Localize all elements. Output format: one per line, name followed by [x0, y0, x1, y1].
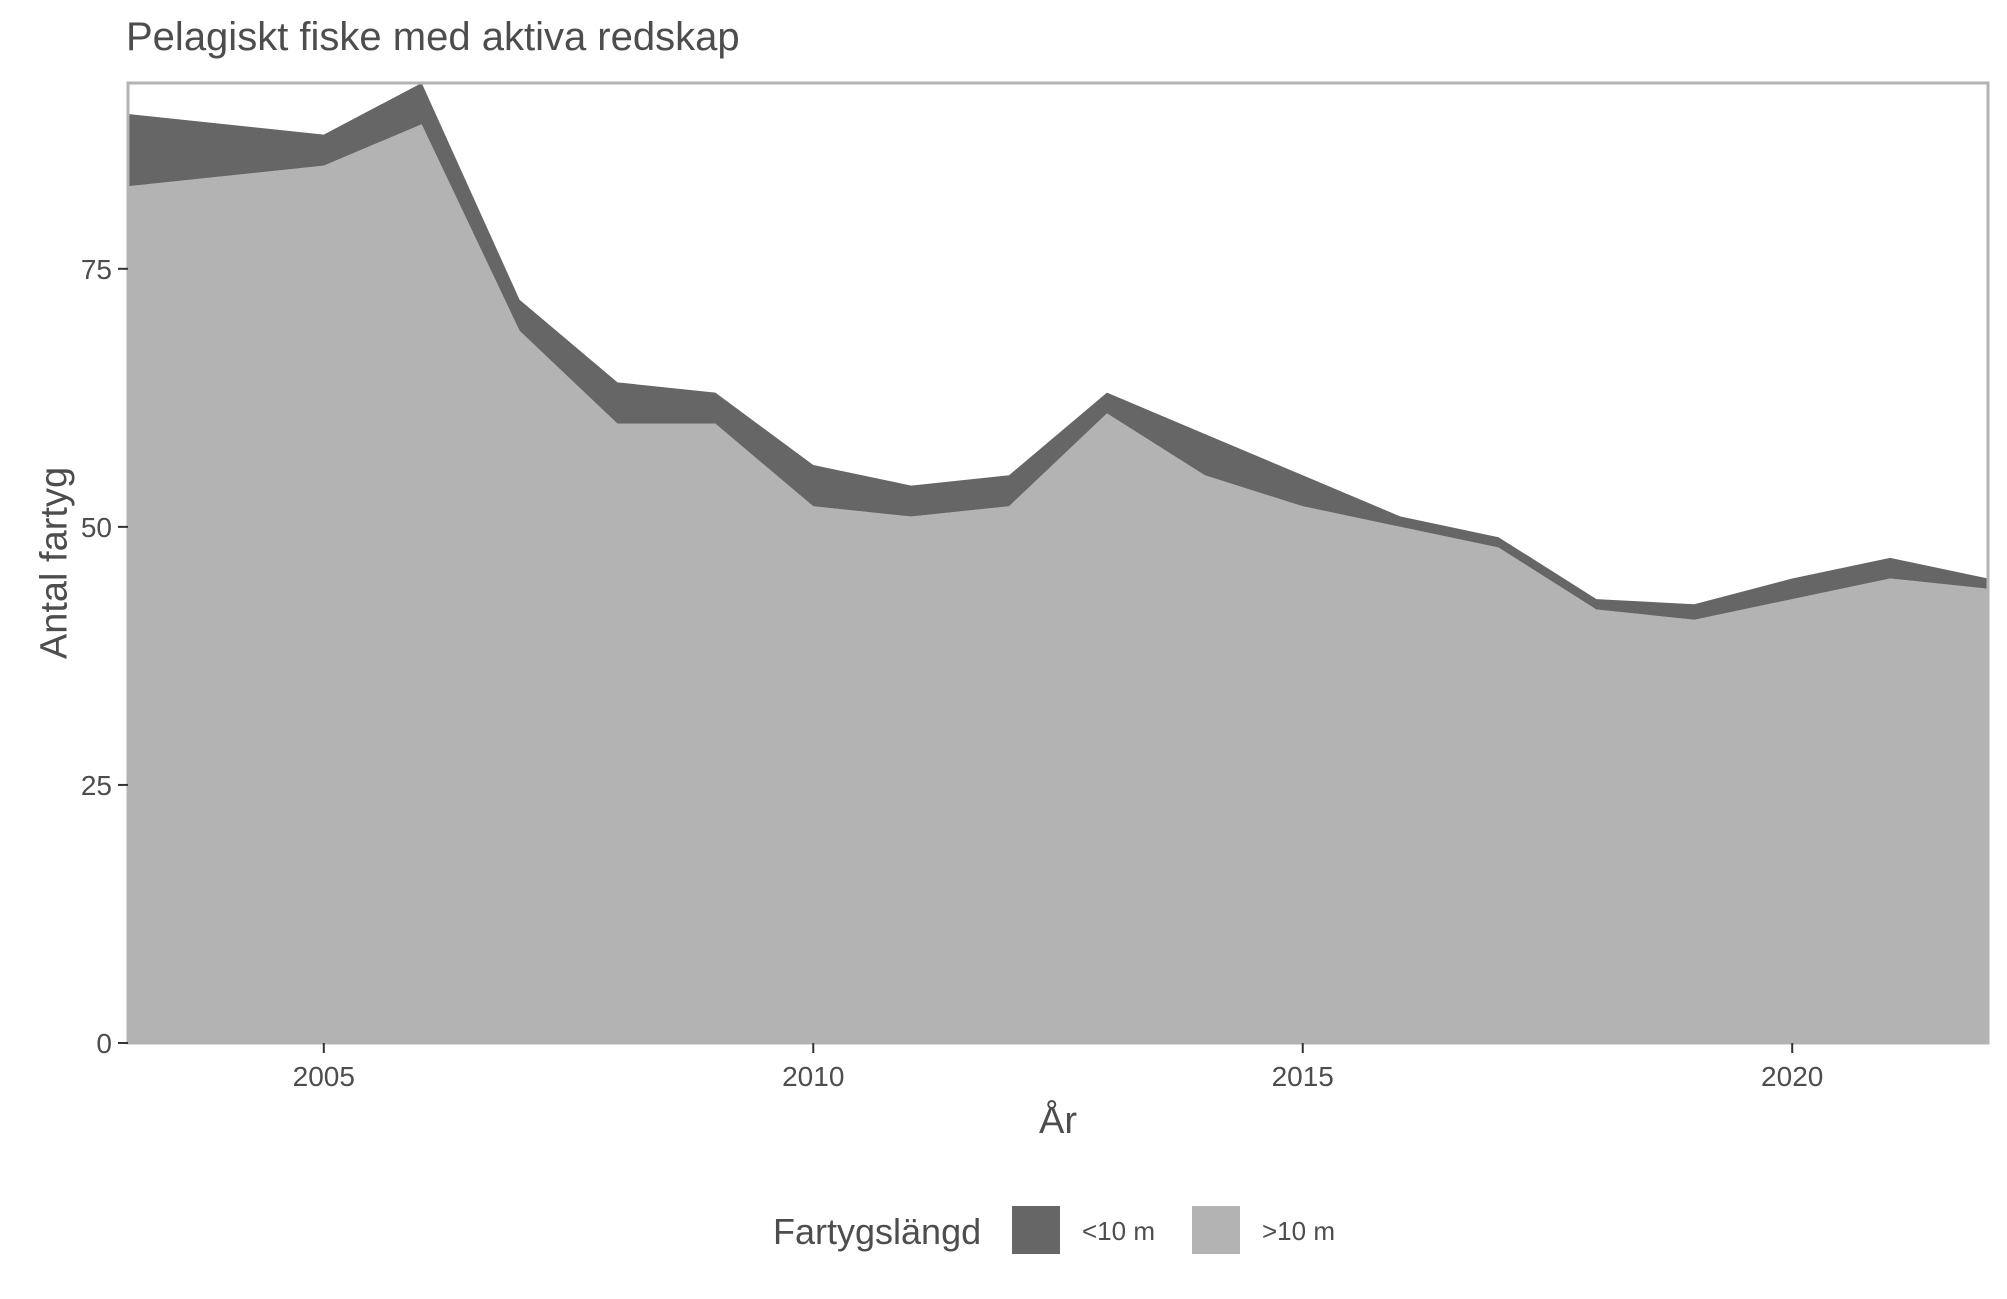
y-tick-label: 0	[96, 1028, 112, 1059]
x-tick-label: 2020	[1761, 1061, 1823, 1092]
y-tick-label: 50	[81, 512, 112, 543]
y-tick-label: 25	[81, 770, 112, 801]
y-axis: 0 25 50 75	[81, 254, 128, 1059]
legend-title: Fartygslängd	[773, 1211, 981, 1252]
x-tick-label: 2005	[293, 1061, 355, 1092]
y-axis-title: Antal fartyg	[33, 467, 75, 659]
legend: Fartygslängd <10 m >10 m	[773, 1206, 1335, 1254]
legend-key-under-10m	[1012, 1206, 1060, 1254]
x-tick-label: 2010	[782, 1061, 844, 1092]
legend-key-over-10m	[1192, 1206, 1240, 1254]
legend-label-over-10m: >10 m	[1262, 1216, 1335, 1246]
area-series-under-10m	[128, 83, 1988, 620]
y-tick-label: 75	[81, 254, 112, 285]
x-axis-title: År	[1039, 1098, 1077, 1142]
chart-title: Pelagiskt fiske med aktiva redskap	[126, 15, 740, 59]
legend-label-under-10m: <10 m	[1082, 1216, 1155, 1246]
plot-panel-border	[126, 81, 1990, 1045]
x-tick-label: 2015	[1272, 1061, 1334, 1092]
area-series-group	[128, 83, 1988, 1044]
x-axis: 2005 2010 2015 2020	[293, 1043, 1823, 1092]
area-series-over-10m	[128, 124, 1988, 1044]
